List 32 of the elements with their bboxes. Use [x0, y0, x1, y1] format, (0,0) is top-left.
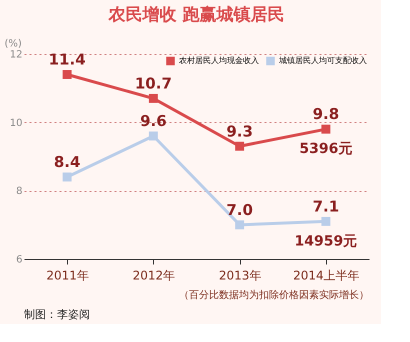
- text: 制图：李姿阅: [24, 308, 90, 321]
- x-tick-label: 2013年: [218, 268, 262, 282]
- point: [235, 220, 244, 230]
- text: （百分比数据均为扣除价格因素实际增长）: [179, 289, 369, 301]
- point: [321, 216, 330, 226]
- chart-title: 农民增收 跑赢城镇居民: [108, 5, 284, 25]
- legend-label: 城镇居民人均可支配收入: [278, 56, 367, 65]
- data-label: 9.3: [226, 122, 253, 140]
- y-axis-title: (%): [4, 38, 22, 50]
- legend-label: 农村居民人均现金收入: [179, 56, 259, 65]
- data-label: 9.6: [140, 112, 167, 130]
- data-label: 7.1: [312, 197, 340, 216]
- annotation: 5396元: [299, 141, 352, 158]
- x-tick-label: 2014上半年: [293, 268, 360, 282]
- point: [148, 132, 158, 140]
- point: [62, 172, 72, 182]
- data-label: 8.4: [54, 153, 80, 171]
- point: [148, 94, 158, 103]
- data-label: 11.4: [48, 50, 86, 68]
- y-tick-label: 6: [16, 254, 22, 266]
- y-tick-label: 12: [10, 50, 22, 60]
- data-label: 10.7: [134, 74, 172, 92]
- x-tick-label: 2011年: [46, 268, 89, 282]
- point: [321, 124, 330, 134]
- data-label: 9.8: [312, 105, 340, 124]
- y-tick-label: 8: [16, 186, 22, 198]
- data-label: 7.0: [226, 200, 253, 219]
- point: [235, 142, 244, 151]
- point: [62, 70, 72, 79]
- x-tick-label: 2012年: [132, 268, 176, 282]
- annotation: 14959元: [294, 233, 358, 250]
- y-tick-label: 10: [10, 118, 22, 129]
